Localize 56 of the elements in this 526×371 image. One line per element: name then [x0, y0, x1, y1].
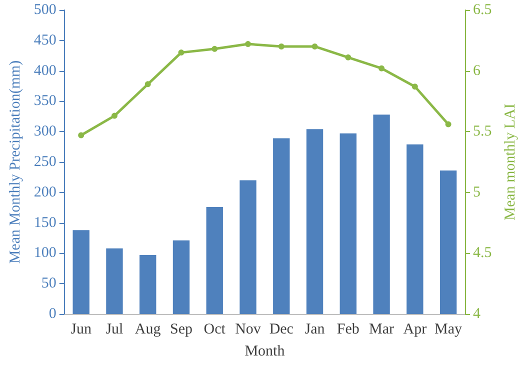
y-tick-label: 200: [34, 184, 56, 200]
x-tick-label: Nov: [235, 322, 262, 338]
bar: [206, 206, 223, 314]
point: [111, 112, 118, 119]
y-tick-label: 0: [48, 306, 56, 322]
point: [378, 65, 385, 72]
bar: [106, 248, 123, 314]
bar: [240, 180, 256, 314]
bar: [172, 240, 190, 314]
point: [312, 43, 318, 50]
x-axis-title: Month: [244, 344, 286, 360]
bar: [140, 255, 156, 314]
x-tick-label: May: [434, 322, 463, 338]
x-tick-label: Oct: [204, 322, 226, 338]
bar: [340, 133, 357, 314]
x-tick-label: Mar: [369, 322, 394, 338]
point: [245, 41, 252, 48]
x-tick-label: Apr: [403, 322, 427, 338]
x-tick-label: Dec: [269, 322, 294, 338]
point: [278, 43, 284, 50]
bar: [273, 138, 290, 314]
y-tick-label: 150: [34, 214, 56, 231]
x-tick-label: Jul: [106, 322, 124, 338]
x-tick-label: Jun: [70, 322, 92, 338]
bar: [72, 230, 90, 314]
x-tick-label: Feb: [336, 322, 360, 338]
bar: [406, 144, 424, 314]
x-tick-label: Sep: [170, 322, 192, 338]
y2-tick-label: 5: [473, 184, 480, 200]
y-tick-label: 250: [34, 154, 56, 170]
x-tick-label: Jan: [304, 322, 326, 338]
y2-tick-label: 6: [473, 62, 481, 79]
bar: [306, 129, 324, 314]
y-tick-label: 400: [34, 62, 56, 79]
y2-tick-label: 4.5: [473, 245, 492, 262]
bar: [373, 114, 390, 314]
y-tick-label: 450: [34, 32, 56, 48]
point: [412, 84, 418, 90]
y-axis-title: Mean Monthly Precipitation(mm): [8, 60, 24, 264]
y-tick-label: 100: [34, 245, 56, 262]
y2-tick-label: 4: [473, 306, 481, 322]
point: [345, 54, 352, 60]
point: [144, 81, 151, 88]
y-tick-label: 500: [34, 2, 56, 18]
y-tick-label: 350: [34, 93, 56, 110]
bar: [440, 170, 457, 314]
y2-tick-label: 5.5: [473, 124, 492, 140]
x-tick-label: Aug: [134, 322, 162, 338]
point: [445, 121, 452, 128]
point: [78, 132, 84, 138]
y-tick-label: 50: [41, 276, 56, 292]
point: [212, 46, 218, 52]
y2-tick-label: 6.5: [473, 2, 492, 18]
y2-axis-title: Mean monthly LAI: [502, 104, 518, 220]
point: [178, 50, 184, 56]
y-tick-label: 300: [34, 124, 56, 140]
